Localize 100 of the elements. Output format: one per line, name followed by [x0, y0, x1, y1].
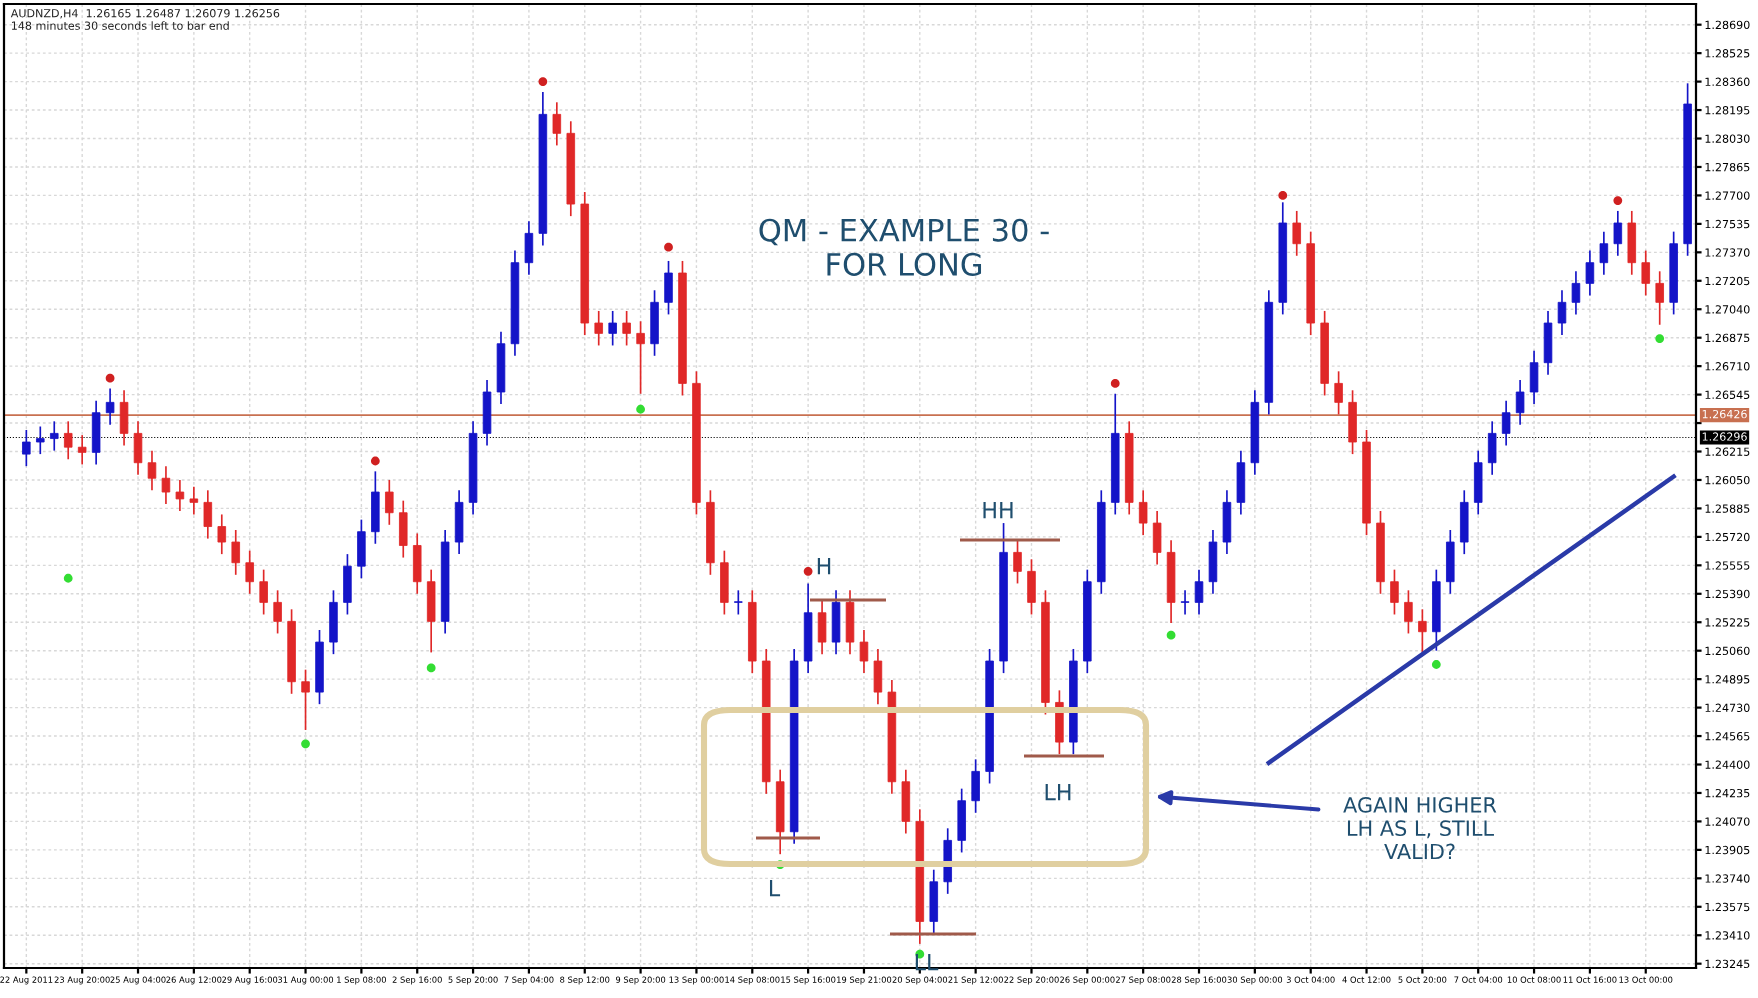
candlestick — [231, 529, 240, 576]
point — [1166, 630, 1176, 640]
candlestick — [873, 648, 883, 705]
candlestick — [622, 310, 631, 347]
candlestick — [189, 486, 199, 516]
candlestick — [63, 420, 73, 461]
candlestick — [1501, 399, 1511, 447]
candlestick — [1529, 349, 1539, 405]
candlestick — [1390, 568, 1399, 616]
point — [63, 573, 73, 583]
point — [426, 663, 436, 673]
candlestick — [1236, 449, 1246, 516]
candlestick — [175, 479, 185, 512]
candlestick — [217, 513, 227, 555]
candlestick — [1404, 589, 1413, 635]
candlestick — [971, 758, 980, 814]
candlestick — [817, 599, 827, 655]
point — [1613, 196, 1623, 205]
candlestick — [357, 518, 366, 580]
candlestick — [901, 768, 911, 835]
point — [105, 373, 115, 383]
candlestick — [1599, 230, 1609, 276]
candlestick — [50, 420, 59, 452]
candlestick — [734, 589, 743, 616]
candlestick — [91, 399, 101, 466]
candlestick — [105, 387, 115, 426]
point — [664, 242, 673, 252]
candlestick — [1348, 389, 1357, 455]
candlestick — [1487, 420, 1497, 476]
candlestick — [1138, 489, 1148, 536]
candlestick — [133, 420, 143, 476]
candlestick — [22, 429, 31, 468]
candlestick — [1013, 539, 1022, 585]
annotation: QM - EXAMPLE 30 - FOR LONG — [759, 218, 1049, 276]
candlestick — [273, 589, 282, 635]
candlestick — [608, 310, 617, 347]
candlestick — [36, 425, 45, 455]
candlestick — [1292, 210, 1301, 257]
candlestick — [482, 379, 492, 447]
candlestick — [1180, 589, 1190, 616]
candlestick — [1557, 289, 1567, 336]
point — [1278, 191, 1288, 200]
candlestick — [1641, 249, 1650, 297]
candlestick — [929, 868, 939, 935]
point — [1655, 334, 1665, 343]
candlestick — [301, 668, 310, 731]
candlestick — [371, 470, 380, 545]
candlestick — [1208, 529, 1218, 595]
candlestick — [720, 549, 729, 616]
point — [1110, 379, 1120, 388]
candlestick — [412, 532, 422, 595]
candlestick — [385, 479, 394, 526]
candlestick — [524, 220, 534, 276]
candlestick — [147, 449, 157, 492]
annotation: L — [769, 879, 781, 897]
point — [636, 404, 645, 414]
candlestick — [1152, 510, 1162, 566]
candlestick — [1460, 489, 1469, 555]
candlestick — [203, 489, 213, 540]
candlestick — [426, 568, 436, 654]
candlestick — [1585, 249, 1595, 297]
candlestick — [1655, 270, 1664, 326]
candlestick — [1418, 608, 1427, 654]
point — [1431, 660, 1441, 669]
candlestick — [329, 589, 338, 655]
candlestick — [831, 589, 841, 655]
candlestick — [1627, 210, 1637, 276]
candlestick — [1194, 568, 1204, 616]
candlestick — [1222, 489, 1232, 555]
annotation: LH — [1045, 783, 1071, 801]
candlestick — [1027, 558, 1036, 616]
annotation: H — [817, 557, 831, 575]
candlestick — [1543, 310, 1553, 376]
candlestick — [343, 553, 352, 616]
candlestick — [119, 389, 129, 447]
candlestick — [957, 787, 966, 854]
point — [301, 739, 310, 749]
annotation: AGAIN HIGHER LH AS L, STILL VALID? — [1343, 796, 1497, 860]
candlestick — [650, 289, 659, 357]
candlestick — [845, 589, 855, 655]
annotation: LL — [915, 953, 939, 971]
candlestick — [399, 499, 408, 559]
point — [803, 566, 813, 576]
candlestick — [1334, 370, 1343, 416]
candlestick — [161, 465, 171, 505]
candlestick — [454, 489, 464, 555]
candlestick — [259, 568, 268, 616]
candlestick — [664, 260, 673, 316]
annotation: HH — [983, 501, 1013, 519]
candlestick — [594, 310, 603, 347]
candlestick — [1473, 449, 1483, 516]
candlestick — [636, 320, 645, 395]
point — [538, 77, 548, 86]
point — [370, 456, 380, 466]
candlestick — [552, 101, 562, 147]
candlestick — [77, 434, 87, 466]
candlestick — [1613, 210, 1623, 257]
candlestick — [1446, 529, 1455, 595]
candlestick — [245, 549, 254, 595]
candlestick — [859, 629, 869, 674]
